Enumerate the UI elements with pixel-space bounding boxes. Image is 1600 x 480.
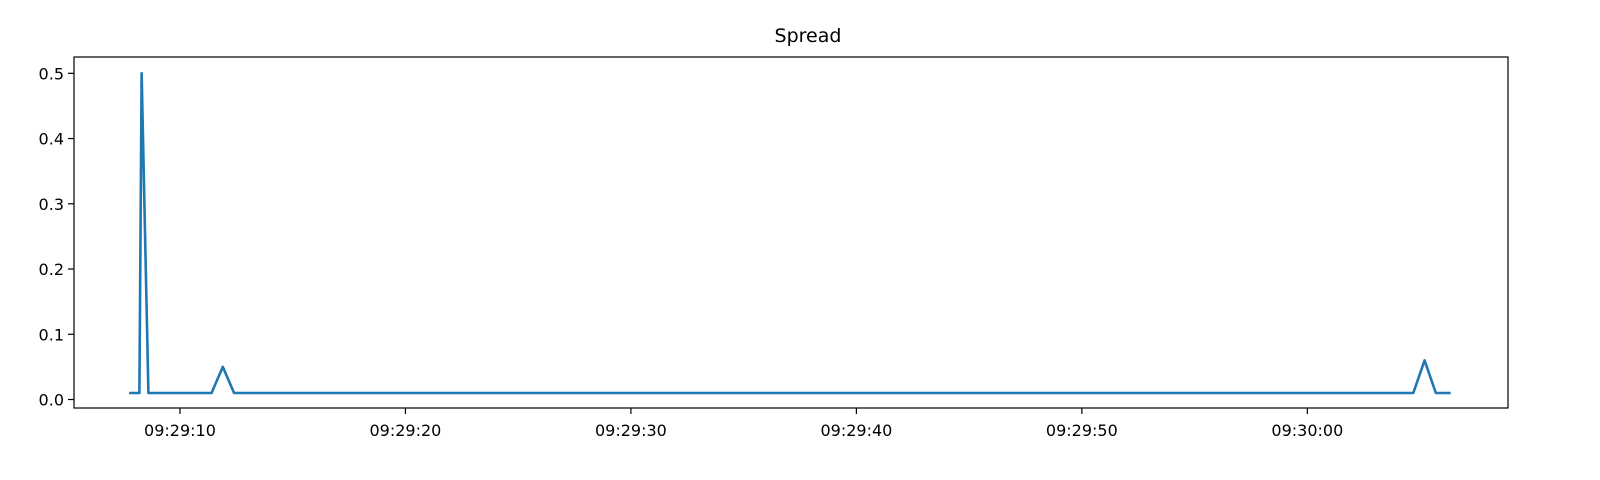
y-tick-label: 0.2 bbox=[39, 260, 64, 279]
x-tick-label: 09:29:20 bbox=[370, 421, 442, 440]
y-tick-label: 0.0 bbox=[39, 391, 64, 410]
chart-title: Spread bbox=[775, 25, 842, 47]
y-axis: 0.0 0.1 0.2 0.3 0.4 0.5 bbox=[39, 64, 74, 410]
y-tick-label: 0.4 bbox=[39, 130, 64, 149]
y-tick-label: 0.1 bbox=[39, 325, 64, 344]
plot-frame bbox=[73, 56, 1509, 409]
y-tick-label: 0.3 bbox=[39, 195, 64, 214]
series-group bbox=[129, 72, 1451, 395]
spread-series-line bbox=[129, 72, 1451, 395]
x-tick-label: 09:30:00 bbox=[1271, 421, 1343, 440]
x-axis: 09:29:10 09:29:20 09:29:30 09:29:40 09:29:50… bbox=[144, 408, 1343, 440]
x-tick-label: 09:29:30 bbox=[595, 421, 667, 440]
x-tick-label: 09:29:50 bbox=[1046, 421, 1118, 440]
x-tick-label: 09:29:10 bbox=[144, 421, 216, 440]
x-tick-label: 09:29:40 bbox=[820, 421, 892, 440]
y-tick-label: 0.5 bbox=[39, 64, 64, 83]
